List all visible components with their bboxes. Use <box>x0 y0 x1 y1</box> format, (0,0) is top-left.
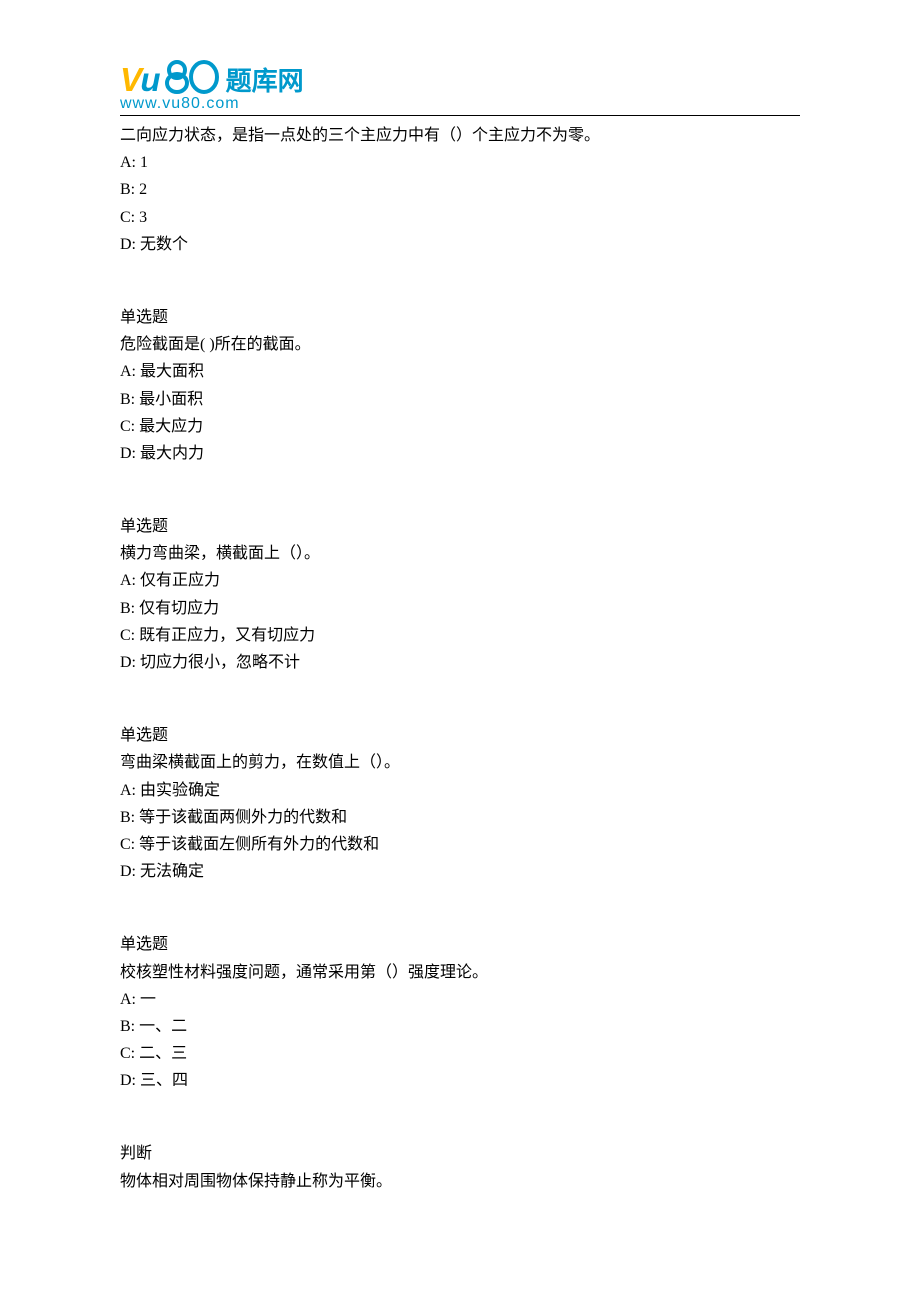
question-stem: 二向应力状态，是指一点处的三个主应力中有（）个主应力不为零。 <box>120 122 800 149</box>
question-stem: 危险截面是( )所在的截面。 <box>120 331 800 358</box>
question-option: D: 无法确定 <box>120 858 800 885</box>
logo-vu-text: Vu <box>120 61 160 99</box>
question-block: 二向应力状态，是指一点处的三个主应力中有（）个主应力不为零。 A: 1 B: 2… <box>120 122 800 258</box>
question-option: A: 仅有正应力 <box>120 567 800 594</box>
question-block: 单选题 危险截面是( )所在的截面。 A: 最大面积 B: 最小面积 C: 最大… <box>120 304 800 467</box>
question-option: A: 由实验确定 <box>120 777 800 804</box>
question-option: C: 既有正应力，又有切应力 <box>120 622 800 649</box>
question-stem: 物体相对周围物体保持静止称为平衡。 <box>120 1168 800 1195</box>
question-option: B: 仅有切应力 <box>120 595 800 622</box>
questions-content: 二向应力状态，是指一点处的三个主应力中有（）个主应力不为零。 A: 1 B: 2… <box>120 122 800 1195</box>
question-stem: 横力弯曲梁，横截面上（）。 <box>120 540 800 567</box>
question-option: B: 等于该截面两侧外力的代数和 <box>120 804 800 831</box>
question-option: A: 1 <box>120 149 800 176</box>
question-type: 单选题 <box>120 722 800 749</box>
question-block: 单选题 横力弯曲梁，横截面上（）。 A: 仅有正应力 B: 仅有切应力 C: 既… <box>120 513 800 676</box>
question-option: C: 最大应力 <box>120 413 800 440</box>
header-divider <box>120 115 800 116</box>
question-option: C: 二、三 <box>120 1040 800 1067</box>
site-logo: Vu 题库网 www.vu80.com <box>120 60 800 113</box>
question-option: D: 无数个 <box>120 231 800 258</box>
question-type: 单选题 <box>120 513 800 540</box>
question-option: A: 最大面积 <box>120 358 800 385</box>
logo-url: www.vu80.com <box>120 95 800 113</box>
question-block: 判断 物体相对周围物体保持静止称为平衡。 <box>120 1140 800 1194</box>
question-option: C: 3 <box>120 204 800 231</box>
question-option: D: 三、四 <box>120 1067 800 1094</box>
question-option: D: 切应力很小，忽略不计 <box>120 649 800 676</box>
question-block: 单选题 弯曲梁横截面上的剪力，在数值上（）。 A: 由实验确定 B: 等于该截面… <box>120 722 800 885</box>
question-option: B: 2 <box>120 176 800 203</box>
question-type: 单选题 <box>120 931 800 958</box>
logo-graphic: Vu 题库网 <box>120 60 800 99</box>
question-block: 单选题 校核塑性材料强度问题，通常采用第（）强度理论。 A: 一 B: 一、二 … <box>120 931 800 1094</box>
logo-brand-text: 题库网 <box>226 61 304 98</box>
question-stem: 校核塑性材料强度问题，通常采用第（）强度理论。 <box>120 959 800 986</box>
logo-80-graphic <box>164 60 220 99</box>
question-option: B: 一、二 <box>120 1013 800 1040</box>
question-type: 判断 <box>120 1140 800 1167</box>
question-option: A: 一 <box>120 986 800 1013</box>
question-type: 单选题 <box>120 304 800 331</box>
question-stem: 弯曲梁横截面上的剪力，在数值上（）。 <box>120 749 800 776</box>
question-option: B: 最小面积 <box>120 386 800 413</box>
question-option: D: 最大内力 <box>120 440 800 467</box>
question-option: C: 等于该截面左侧所有外力的代数和 <box>120 831 800 858</box>
